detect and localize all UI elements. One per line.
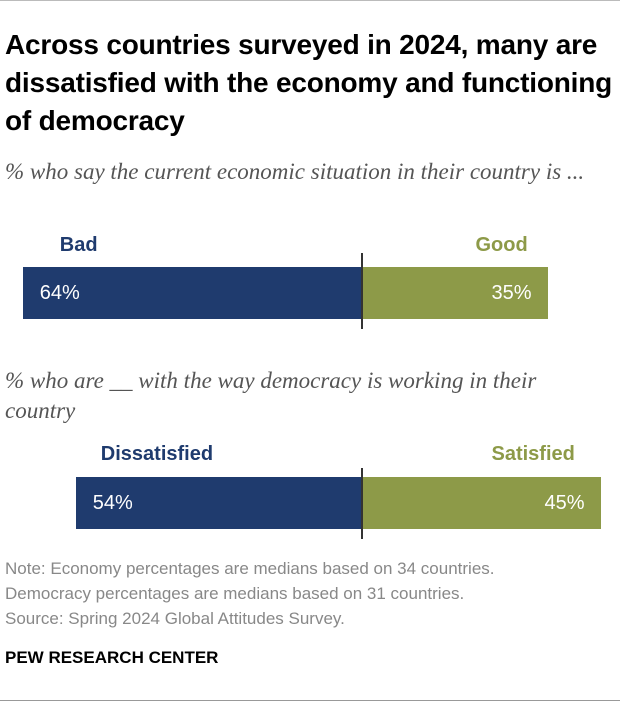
chart-title: Across countries surveyed in 2024, many … — [5, 29, 613, 136]
source-line: Source: Spring 2024 Global Attitudes Sur… — [5, 609, 345, 628]
brand-logo-text: PEW RESEARCH CENTER — [5, 648, 219, 667]
democracy-dissatisfied-bar — [75, 477, 362, 529]
democracy-satisfied-bar — [362, 477, 601, 529]
democracy-dissatisfied-label: Dissatisfied — [100, 443, 214, 465]
economy-bad-bar — [22, 267, 362, 319]
democracy-divider-line — [361, 468, 363, 539]
note-line: Democracy percentages are medians based … — [5, 584, 465, 603]
economy-bad-value: 64% — [39, 282, 80, 304]
democracy-satisfied-label: Satisfied — [491, 443, 575, 465]
bottom-rule — [0, 700, 620, 701]
economy-divider-line — [361, 253, 363, 329]
top-rule — [0, 0, 620, 1]
economy-good-value: 35% — [491, 282, 532, 304]
economy-good-bar — [362, 267, 548, 319]
note-line: Note: Economy percentages are medians ba… — [5, 559, 495, 578]
democracy-subtitle: % who are __ with the way democracy is w… — [5, 368, 537, 423]
economy-subtitle: % who say the current economic situation… — [5, 159, 585, 184]
economy-bad-label: Bad — [59, 234, 98, 256]
chart-note: Note: Economy percentages are medians ba… — [5, 556, 615, 631]
democracy-satisfied-value: 45% — [544, 492, 585, 514]
democracy-dissatisfied-value: 54% — [92, 492, 133, 514]
economy-good-label: Good — [475, 234, 528, 256]
